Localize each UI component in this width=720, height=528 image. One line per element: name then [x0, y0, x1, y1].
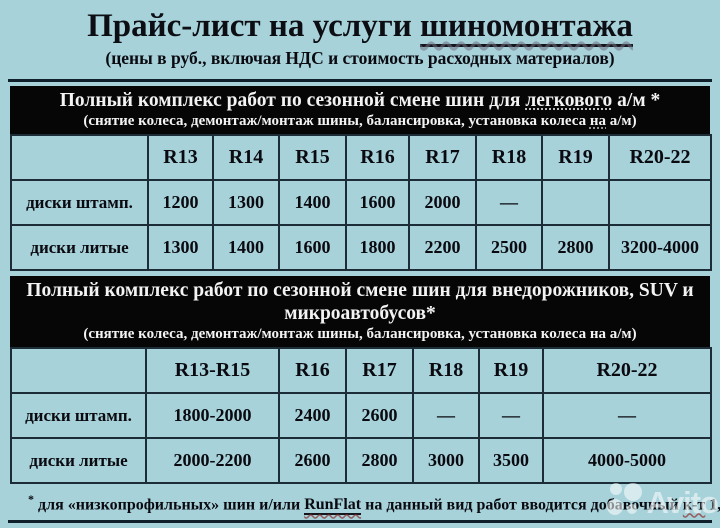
column-header-r16: R16 [278, 347, 347, 394]
column-header-r13-r15: R13-R15 [145, 347, 280, 394]
section1-title-suffix: а/м * [612, 90, 661, 111]
price-cell: — [412, 392, 480, 439]
column-header-r20-22: R20-22 [542, 347, 712, 394]
section2-title-line1: Полный комплекс работ по сезонной смене … [26, 280, 694, 301]
price-cell: 2800 [345, 437, 414, 484]
avito-logo-icon [606, 481, 644, 524]
section1-header-row: R13 R14 R15 R16 R17 R18 R19 R20-22 [10, 134, 712, 181]
price-cell: 1800 [345, 224, 410, 271]
avito-watermark: Avito [606, 481, 719, 524]
section2-corner-cell [10, 347, 147, 394]
section2-table: R13-R15 R16 R17 R18 R19 R20-22 диски шта… [10, 347, 712, 484]
table-row: диски штамп. 1800-2000 2400 2600 — — — [10, 392, 712, 439]
price-cell: 2400 [278, 392, 347, 439]
column-header-r19: R19 [478, 347, 544, 394]
price-cell: 2600 [278, 437, 347, 484]
column-header-r18: R18 [412, 347, 480, 394]
table-row: диски литые 2000-2200 2600 2800 3000 350… [10, 437, 712, 484]
price-cell: 1200 [147, 179, 214, 226]
footnote-coefficient: к-т [682, 496, 706, 514]
footnote-value: 1,15 [709, 496, 720, 514]
price-cell: 2500 [475, 224, 543, 271]
row-label-stamped-discs: диски штамп. [10, 179, 149, 226]
price-cell: 2800 [541, 224, 610, 271]
price-cell: 1600 [345, 179, 410, 226]
page-title-underlined-word: шиномонтажа [420, 8, 633, 47]
price-cell: 2000-2200 [145, 437, 280, 484]
section1-title-prefix: Полный комплекс работ по сезонной смене … [59, 90, 526, 111]
row-label-alloy-discs: диски литые [10, 437, 147, 484]
section2-header-row: R13-R15 R16 R17 R18 R19 R20-22 [10, 347, 712, 394]
column-header-r13: R13 [147, 134, 214, 181]
row-label-alloy-discs: диски литые [10, 224, 149, 271]
price-cell: 4000-5000 [542, 437, 712, 484]
column-header-r19: R19 [541, 134, 610, 181]
price-cell: 1800-2000 [145, 392, 280, 439]
footnote-text-prefix: для «низкопрофильных» шин и/или [34, 496, 305, 514]
price-cell: 1400 [278, 179, 347, 226]
price-cell: — [475, 179, 543, 226]
column-header-r20-22: R20-22 [608, 134, 712, 181]
section2-header-bar: Полный комплекс работ по сезонной смене … [10, 276, 710, 347]
section1-title: Полный комплекс работ по сезонной смене … [16, 89, 704, 112]
section1-subtitle-suffix: а/м) [606, 113, 637, 129]
page-subtitle: (цены в руб., включая НДС и стоимость ра… [105, 48, 615, 68]
section1-table: R13 R14 R15 R16 R17 R18 R19 R20-22 диски… [10, 134, 712, 271]
price-cell: 3500 [478, 437, 544, 484]
section1-title-underlined-word: легкового [525, 90, 613, 111]
column-header-r14: R14 [212, 134, 280, 181]
price-cell: — [542, 392, 712, 439]
section2-subtitle: (снятие колеса, демонтаж/монтаж шины, ба… [83, 326, 637, 342]
section1-subtitle: (снятие колеса, демонтаж/монтаж шины, ба… [16, 112, 704, 131]
section2-title-line2: микроавтобусов* [284, 303, 436, 324]
top-rule [8, 79, 712, 82]
price-cell: 1600 [278, 224, 347, 271]
section1-corner-cell [10, 134, 149, 181]
column-header-r17: R17 [345, 347, 414, 394]
price-cell: 3200-4000 [608, 224, 712, 271]
price-cell: — [478, 392, 544, 439]
section1-subtitle-underlined-word: на [589, 113, 607, 129]
column-header-r17: R17 [408, 134, 477, 181]
price-cell: 3000 [412, 437, 480, 484]
price-cell: 2200 [408, 224, 477, 271]
table-row: диски литые 1300 1400 1600 1800 2200 250… [10, 224, 712, 271]
footnote: * для «низкопрофильных» шин и/или RunFla… [28, 488, 720, 516]
section1-header-bar: Полный комплекс работ по сезонной смене … [10, 86, 710, 134]
price-cell [541, 179, 610, 226]
avito-brand-text: Avito [646, 484, 719, 520]
footnote-text-middle: на данный вид работ вводится добавочный [361, 496, 683, 514]
price-cell: 2600 [345, 392, 414, 439]
page-title-text: Прайс-лист на услуги [87, 8, 421, 44]
price-cell: 1300 [147, 224, 214, 271]
price-cell [608, 179, 712, 226]
price-cell: 1300 [212, 179, 280, 226]
column-header-r18: R18 [475, 134, 543, 181]
footnote-runflat: RunFlat [304, 496, 362, 516]
page-title: Прайс-лист на услуги шиномонтажа [0, 6, 720, 47]
price-cell: 1400 [212, 224, 280, 271]
table-row: диски штамп. 1200 1300 1400 1600 2000 — [10, 179, 712, 226]
price-cell: 2000 [408, 179, 477, 226]
section1-subtitle-prefix: (снятие колеса, демонтаж/монтаж шины, ба… [83, 113, 590, 129]
row-label-stamped-discs: диски штамп. [10, 392, 147, 439]
footnote-asterisk: * [28, 492, 34, 506]
column-header-r15: R15 [278, 134, 347, 181]
column-header-r16: R16 [345, 134, 410, 181]
